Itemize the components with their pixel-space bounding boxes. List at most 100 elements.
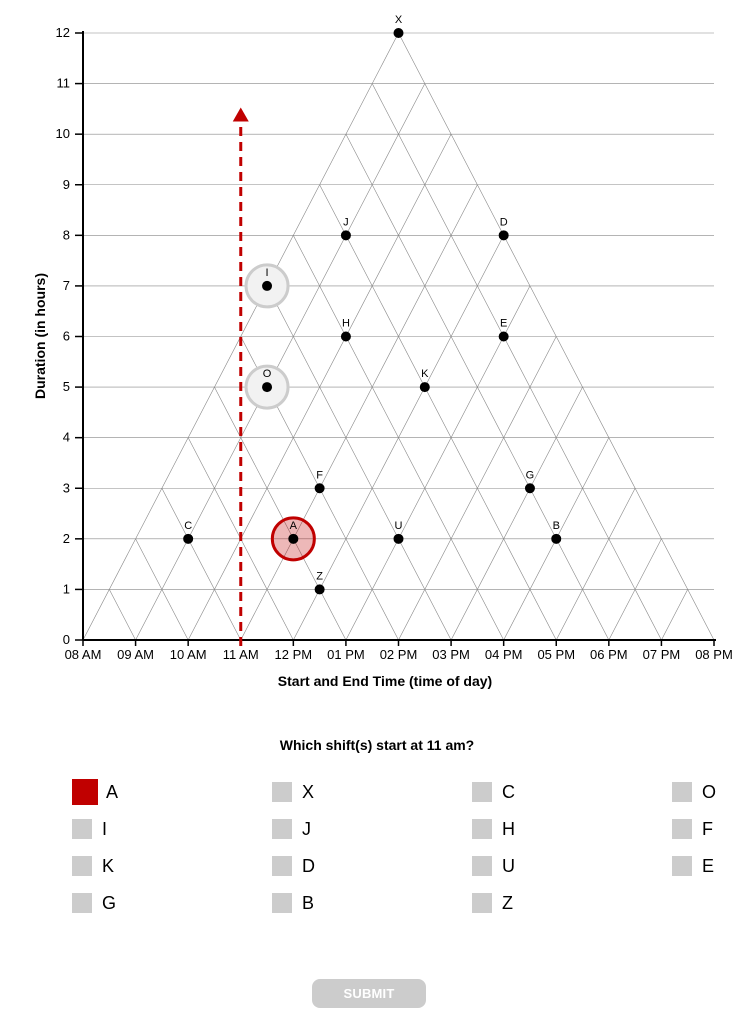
y-tick-label: 2 [63,531,70,546]
option-U[interactable]: U [472,853,515,879]
data-point-label: E [500,318,507,330]
falling-gridline [161,488,242,641]
falling-gridline [266,285,452,641]
option-E[interactable]: E [672,853,714,879]
grid [82,32,715,641]
data-points: X J D I H E O K F G C A U B Z [183,14,562,595]
falling-gridline [293,235,504,641]
y-tick-label: 12 [56,25,70,40]
data-point-I [262,280,273,291]
option-K[interactable]: K [72,853,114,879]
y-tick-label: 11 [57,76,71,91]
option-label: F [702,818,713,839]
option-checkbox[interactable] [272,856,292,876]
option-checkbox[interactable] [272,819,292,839]
option-B[interactable]: B [272,890,314,916]
y-tick-label: 8 [63,227,70,242]
x-tick-label: 02 PM [380,647,418,662]
option-O[interactable]: O [672,779,716,805]
option-label: U [502,855,515,876]
x-tick-label: 06 PM [590,647,628,662]
data-point-X [393,28,404,38]
option-checkbox[interactable] [72,779,98,805]
y-tick-label: 9 [63,177,70,192]
option-C[interactable]: C [472,779,515,805]
option-checkbox[interactable] [72,819,92,839]
data-point-label: K [421,368,429,380]
data-point-K [419,382,430,393]
y-axis-title: Duration (in hours) [32,273,48,399]
submit-button[interactable]: SUBMIT [312,979,426,1008]
option-Z[interactable]: Z [472,890,513,916]
option-checkbox[interactable] [472,782,492,802]
option-checkbox[interactable] [272,782,292,802]
data-point-Z [314,584,325,595]
option-label: K [102,855,115,876]
data-point-label: H [342,318,350,330]
option-label: J [302,818,311,839]
option-label: E [702,855,715,876]
data-point-U [393,533,404,544]
falling-gridline [345,134,610,641]
falling-gridline [319,184,557,641]
option-label: G [102,892,117,913]
data-point-B [551,533,562,544]
option-D[interactable]: D [272,853,315,879]
x-tick-label: 01 PM [327,647,365,662]
option-checkbox[interactable] [672,856,692,876]
data-point-label: D [500,216,508,228]
y-tick-label: 1 [63,581,70,596]
option-F[interactable]: F [672,816,713,842]
option-checkbox[interactable] [672,819,692,839]
option-I[interactable]: I [72,816,107,842]
y-tick-label: 7 [63,278,70,293]
data-point-label: C [184,520,192,532]
data-point-label: J [343,216,349,228]
option-label: D [302,855,315,876]
option-A[interactable]: A [72,779,118,805]
x-tick-label: 10 AM [170,647,207,662]
data-point-E [498,331,509,342]
data-point-H [340,331,351,342]
question-text: Which shift(s) start at 11 am? [279,737,475,753]
option-H[interactable]: H [472,816,515,842]
x-tick-label: 04 PM [485,647,523,662]
data-point-label: U [395,520,403,532]
x-tick-label: 07 PM [643,647,681,662]
option-checkbox[interactable] [472,819,492,839]
option-X[interactable]: X [272,779,314,805]
data-point-label: I [266,267,269,279]
option-J[interactable]: J [272,816,311,842]
option-checkbox[interactable] [472,856,492,876]
data-point-label: B [553,520,560,532]
data-point-O [262,382,273,393]
guide-overlay [232,107,316,646]
option-checkbox[interactable] [72,893,92,913]
data-point-label: A [290,520,298,532]
falling-gridline [214,386,347,641]
rising-gridline [345,285,531,641]
falling-gridline [371,83,662,641]
data-point-A [288,533,299,544]
falling-gridline [135,538,189,641]
option-G[interactable]: G [72,890,116,916]
data-point-J [340,230,351,241]
option-checkbox[interactable] [72,856,92,876]
data-point-G [524,483,535,494]
option-label: I [102,818,108,839]
option-checkbox[interactable] [472,893,492,913]
option-label: A [106,781,119,802]
option-label: H [502,818,515,839]
option-checkbox[interactable] [272,893,292,913]
data-point-label: F [316,469,323,481]
x-tick-label: 05 PM [537,647,575,662]
y-tick-label: 4 [63,430,70,445]
option-checkbox[interactable] [672,782,692,802]
x-tick-label: 08 PM [695,647,733,662]
rising-gridline [661,589,688,641]
x-tick-label: 11 AM [223,647,259,662]
data-point-label: X [395,14,403,26]
y-tick-label: 6 [63,329,70,344]
falling-gridline [398,32,715,641]
